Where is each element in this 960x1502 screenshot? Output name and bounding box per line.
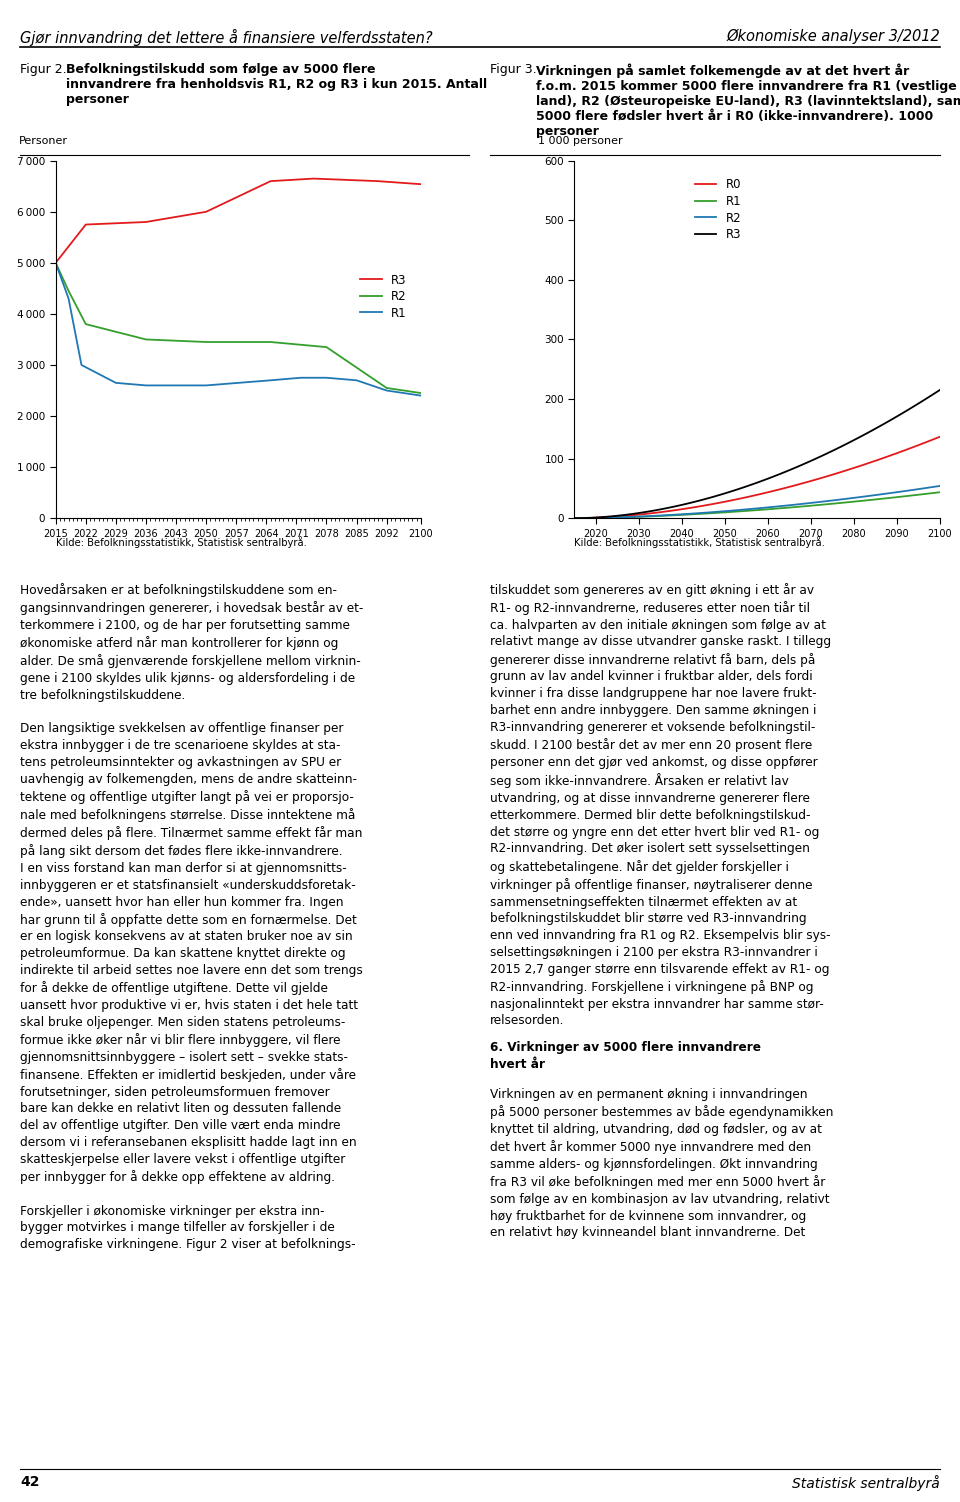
Text: 42: 42: [20, 1475, 39, 1488]
Text: Hovedårsaken er at befolkningstilskuddene som en-
gangsinnvandringen genererer, : Hovedårsaken er at befolkningstilskudden…: [20, 583, 364, 1251]
Text: tilskuddet som genereres av en gitt økning i ett år av
R1- og R2-innvandrerne, r: tilskuddet som genereres av en gitt økni…: [490, 583, 830, 1027]
Text: Kilde: Befolkningsstatistikk, Statistisk sentralbyrå.: Kilde: Befolkningsstatistikk, Statistisk…: [574, 536, 826, 548]
Legend: R0, R1, R2, R3: R0, R1, R2, R3: [690, 174, 746, 246]
Legend: R3, R2, R1: R3, R2, R1: [356, 269, 412, 324]
Text: 1 000 personer: 1 000 personer: [538, 137, 623, 146]
Text: Figur 2.: Figur 2.: [20, 63, 71, 77]
Text: Statistisk sentralbyrå: Statistisk sentralbyrå: [792, 1475, 940, 1491]
Text: Figur 3.: Figur 3.: [490, 63, 540, 77]
Text: Personer: Personer: [19, 137, 68, 146]
Text: Virkningen av en permanent økning i innvandringen
på 5000 personer bestemmes av : Virkningen av en permanent økning i innv…: [490, 1087, 833, 1239]
Text: Økonomiske analyser 3/2012: Økonomiske analyser 3/2012: [726, 29, 940, 44]
Text: Kilde: Befolkningsstatistikk, Statistisk sentralbyrå.: Kilde: Befolkningsstatistikk, Statistisk…: [56, 536, 306, 548]
Text: Befolkningstilskudd som følge av 5000 flere
innvandrere fra henholdsvis R1, R2 o: Befolkningstilskudd som følge av 5000 fl…: [66, 63, 488, 107]
Text: Gjør innvandring det lettere å finansiere velferdsstaten?: Gjør innvandring det lettere å finansier…: [20, 29, 433, 45]
Text: Virkningen på samlet folkemengde av at det hvert år
f.o.m. 2015 kommer 5000 fler: Virkningen på samlet folkemengde av at d…: [536, 63, 960, 138]
Text: 6. Virkninger av 5000 flere innvandrere
hvert år: 6. Virkninger av 5000 flere innvandrere …: [490, 1041, 760, 1071]
